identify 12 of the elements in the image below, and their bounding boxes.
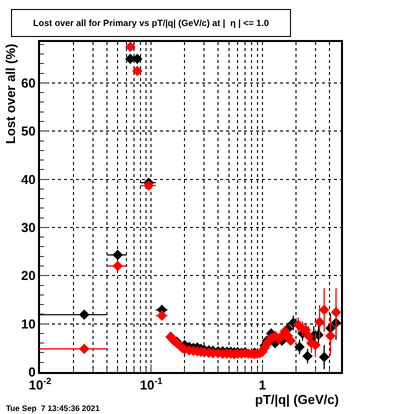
x-tick-label: 1: [258, 377, 266, 392]
y-tick-label: 20: [21, 268, 36, 284]
x-tick-label: 10$^{-1}$: [140, 376, 162, 392]
y-tick-label: 40: [21, 172, 36, 187]
text: Tue Sep 7 13:45:36 2021: [6, 404, 100, 413]
y-tick-label: 30: [21, 220, 36, 236]
y-tick-label: 10: [21, 316, 36, 332]
y-tick-label: 50: [21, 124, 36, 139]
chart-title: Lost over all for Primary vs pT/|q| (GeV/c) at | η | <= 1.0: [33, 18, 269, 28]
y-tick-label: 60: [21, 76, 36, 90]
y-axis-title: Lost over all (%): [3, 44, 18, 144]
x-axis-title: pT/|q| (GeV/c): [255, 392, 339, 407]
